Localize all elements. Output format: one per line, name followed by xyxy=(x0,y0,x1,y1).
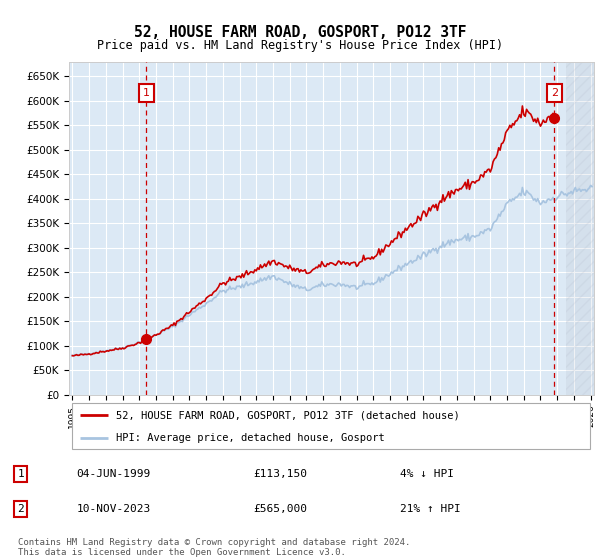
Text: 2: 2 xyxy=(17,504,24,514)
Text: 21% ↑ HPI: 21% ↑ HPI xyxy=(400,504,461,514)
Text: 52, HOUSE FARM ROAD, GOSPORT, PO12 3TF (detached house): 52, HOUSE FARM ROAD, GOSPORT, PO12 3TF (… xyxy=(116,410,460,421)
FancyBboxPatch shape xyxy=(71,404,590,449)
Text: £565,000: £565,000 xyxy=(253,504,307,514)
Text: 4% ↓ HPI: 4% ↓ HPI xyxy=(400,469,454,479)
Text: HPI: Average price, detached house, Gosport: HPI: Average price, detached house, Gosp… xyxy=(116,433,385,443)
Bar xyxy=(566,62,594,395)
Text: 2: 2 xyxy=(551,88,558,98)
Text: 10-NOV-2023: 10-NOV-2023 xyxy=(77,504,151,514)
Text: £113,150: £113,150 xyxy=(253,469,307,479)
Text: Price paid vs. HM Land Registry's House Price Index (HPI): Price paid vs. HM Land Registry's House … xyxy=(97,39,503,53)
Text: 1: 1 xyxy=(143,88,149,98)
Text: 04-JUN-1999: 04-JUN-1999 xyxy=(77,469,151,479)
Text: 52, HOUSE FARM ROAD, GOSPORT, PO12 3TF: 52, HOUSE FARM ROAD, GOSPORT, PO12 3TF xyxy=(134,25,466,40)
Text: Contains HM Land Registry data © Crown copyright and database right 2024.
This d: Contains HM Land Registry data © Crown c… xyxy=(18,538,410,557)
Text: 1: 1 xyxy=(17,469,24,479)
